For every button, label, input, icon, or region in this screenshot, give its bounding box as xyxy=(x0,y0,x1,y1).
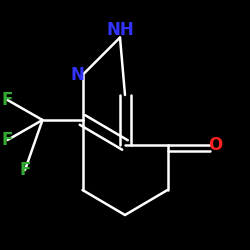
Text: F: F xyxy=(2,91,13,109)
Text: O: O xyxy=(208,136,222,154)
Text: N: N xyxy=(70,66,85,84)
Text: F: F xyxy=(19,161,31,179)
Text: NH: NH xyxy=(106,21,134,39)
Text: F: F xyxy=(2,131,13,149)
